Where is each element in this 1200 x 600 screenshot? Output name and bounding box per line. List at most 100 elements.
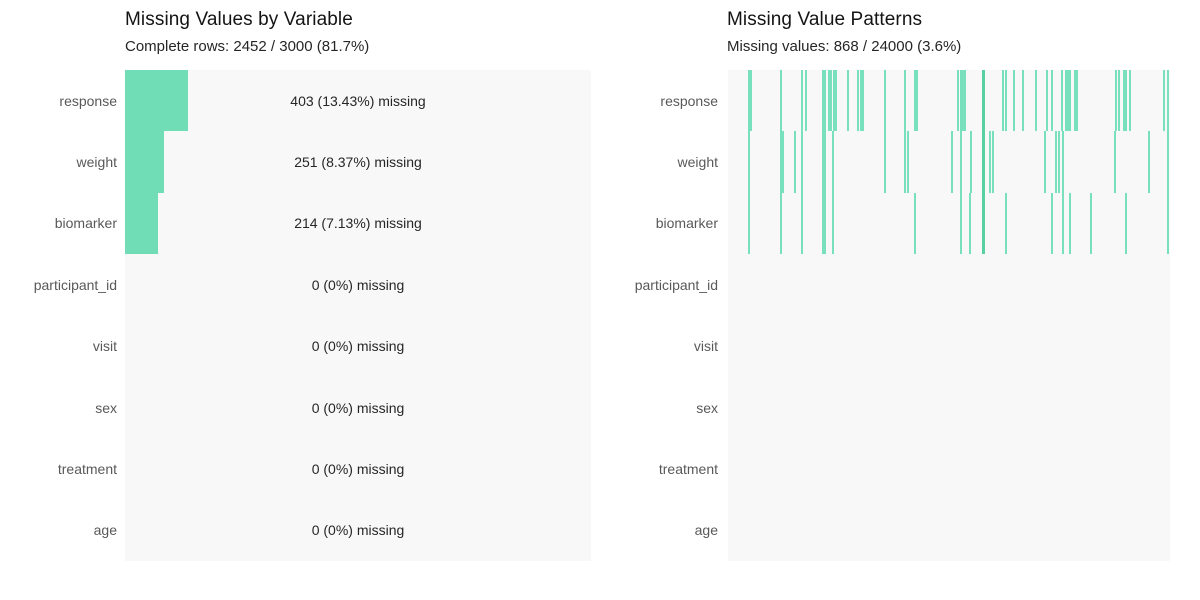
missing-tick bbox=[750, 70, 752, 132]
missing-tick bbox=[832, 131, 834, 193]
missing-tick bbox=[989, 131, 991, 193]
variable-label-age: age bbox=[93, 522, 117, 539]
missing-tick bbox=[1035, 70, 1037, 132]
missing-tick bbox=[1167, 192, 1169, 255]
variable-label-visit: visit bbox=[693, 338, 718, 355]
variable-label-response: response bbox=[59, 92, 117, 109]
missing-tick bbox=[1167, 131, 1169, 193]
missing-count-label: 0 (0%) missing bbox=[311, 276, 405, 293]
missing-tick bbox=[964, 70, 966, 132]
missing-tick bbox=[884, 131, 886, 193]
missing-tick bbox=[1125, 70, 1127, 132]
missing-tick bbox=[960, 70, 962, 132]
missing-tick bbox=[824, 131, 826, 193]
pattern-row-age bbox=[728, 500, 1170, 561]
missing-tick bbox=[1090, 192, 1092, 255]
missing-tick bbox=[857, 70, 859, 132]
missing-tick bbox=[1074, 70, 1076, 132]
missing-tick bbox=[1069, 192, 1071, 255]
pattern-row-biomarker bbox=[728, 192, 1170, 255]
missing-tick bbox=[962, 70, 964, 132]
missing-tick bbox=[782, 131, 784, 193]
missing-tick bbox=[1002, 70, 1004, 132]
missing-tick bbox=[1069, 70, 1071, 132]
missing-tick bbox=[1115, 70, 1117, 132]
missing-tick bbox=[1046, 70, 1048, 132]
bar-row-response: 403 (13.43%) missing bbox=[125, 70, 591, 132]
missing-tick bbox=[969, 192, 971, 255]
missing-tick bbox=[982, 70, 986, 132]
variable-label-treatment: treatment bbox=[57, 460, 117, 477]
missing-tick bbox=[835, 70, 837, 132]
missing-tick bbox=[1051, 70, 1053, 132]
missing-tick bbox=[780, 192, 782, 255]
variable-label-weight: weight bbox=[677, 154, 718, 171]
bar-row-treatment: 0 (0%) missing bbox=[125, 438, 591, 499]
variable-label-sex: sex bbox=[696, 399, 718, 416]
missing-tick bbox=[801, 131, 803, 193]
missing-tick bbox=[801, 70, 803, 132]
missing-count-label: 0 (0%) missing bbox=[311, 460, 405, 477]
bar-row-weight: 251 (8.37%) missing bbox=[125, 131, 591, 193]
missing-tick bbox=[1005, 70, 1007, 132]
left-chart-title: Missing Values by Variable bbox=[125, 9, 353, 30]
bar-row-participant_id: 0 (0%) missing bbox=[125, 254, 591, 315]
missing-tick bbox=[904, 70, 906, 132]
missing-tick bbox=[951, 131, 953, 193]
missing-tick bbox=[822, 70, 824, 132]
missing-tick bbox=[824, 192, 826, 255]
missing-tick bbox=[960, 192, 962, 255]
bar-row-sex: 0 (0%) missing bbox=[125, 377, 591, 438]
missing-tick bbox=[1065, 70, 1067, 132]
missing-tick bbox=[830, 70, 832, 132]
missing-tick bbox=[828, 70, 830, 132]
variable-label-biomarker: biomarker bbox=[54, 215, 117, 232]
missing-bar-weight bbox=[125, 131, 164, 193]
missing-tick bbox=[847, 70, 849, 132]
missing-tick bbox=[1114, 131, 1116, 193]
variable-label-biomarker: biomarker bbox=[655, 215, 718, 232]
left-chart-header: Missing Values by Variable Complete rows… bbox=[125, 9, 369, 55]
missing-count-label: 251 (8.37%) missing bbox=[294, 154, 422, 171]
missing-tick bbox=[780, 70, 782, 132]
missing-tick bbox=[780, 131, 782, 193]
missing-tick bbox=[1061, 70, 1063, 132]
missing-tick bbox=[1013, 70, 1015, 132]
variable-label-response: response bbox=[660, 92, 718, 109]
missing-count-label: 403 (13.43%) missing bbox=[290, 92, 426, 109]
missing-tick bbox=[960, 131, 962, 193]
variable-label-sex: sex bbox=[95, 399, 117, 416]
missing-tick bbox=[1044, 131, 1046, 193]
missing-tick bbox=[748, 192, 750, 255]
missing-tick bbox=[862, 70, 864, 132]
missing-tick bbox=[957, 70, 959, 132]
variable-label-age: age bbox=[694, 522, 718, 539]
missing-tick bbox=[801, 192, 803, 255]
missing-tick bbox=[748, 131, 750, 193]
missing-tick bbox=[1076, 70, 1078, 132]
missing-tick bbox=[860, 70, 862, 132]
missing-count-label: 214 (7.13%) missing bbox=[294, 215, 422, 232]
missing-tick bbox=[794, 131, 796, 193]
variable-label-participant_id: participant_id bbox=[33, 276, 117, 293]
missing-tick bbox=[884, 70, 886, 132]
variable-label-visit: visit bbox=[92, 338, 117, 355]
missing-bar-panel: 403 (13.43%) missing 251 (8.37%) missing 2… bbox=[125, 70, 591, 561]
right-chart-header: Missing Value Patterns Missing values: 8… bbox=[727, 9, 961, 55]
missing-tick bbox=[1129, 70, 1131, 132]
missing-tick bbox=[1051, 192, 1053, 255]
right-chart-subtitle: Missing values: 868 / 24000 (3.6%) bbox=[727, 38, 962, 55]
missing-tick bbox=[1005, 192, 1007, 255]
missing-tick bbox=[916, 70, 918, 132]
variable-label-treatment: treatment bbox=[658, 460, 718, 477]
pattern-row-treatment bbox=[728, 438, 1170, 499]
pattern-row-participant_id bbox=[728, 254, 1170, 315]
missing-tick bbox=[1167, 70, 1169, 132]
missing-tick bbox=[822, 192, 824, 255]
pattern-row-visit bbox=[728, 316, 1170, 377]
missing-pattern-panel bbox=[728, 70, 1170, 561]
missing-tick bbox=[1022, 70, 1024, 132]
missing-tick bbox=[1118, 70, 1120, 132]
pattern-row-weight bbox=[728, 131, 1170, 193]
